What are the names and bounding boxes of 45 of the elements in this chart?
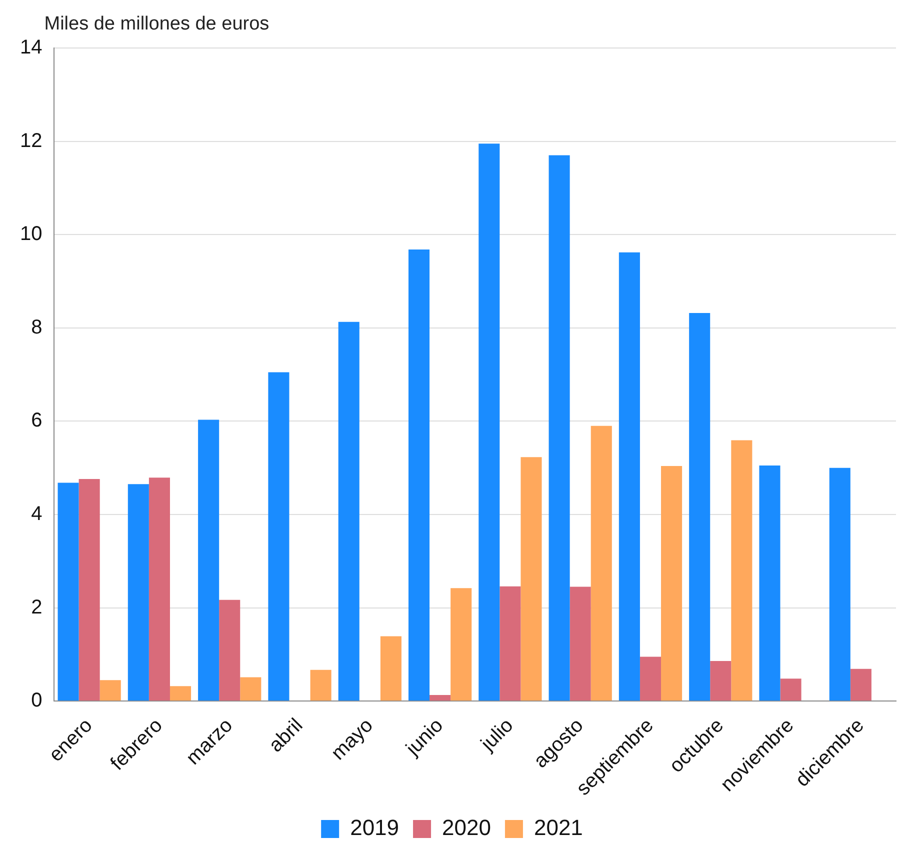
bar xyxy=(478,144,500,701)
bar xyxy=(850,668,872,701)
bar xyxy=(338,322,360,701)
bar xyxy=(268,372,290,701)
bar xyxy=(408,250,430,701)
y-tick-label: 4 xyxy=(31,502,42,525)
bar xyxy=(198,420,220,701)
bar xyxy=(590,426,612,701)
bar xyxy=(58,482,79,701)
x-tick-label: julio xyxy=(476,714,518,756)
bar xyxy=(148,478,170,701)
bar xyxy=(170,686,192,701)
bar xyxy=(640,656,662,701)
y-tick-label: 14 xyxy=(20,36,42,59)
bar xyxy=(450,588,472,701)
bar xyxy=(570,586,591,701)
bar xyxy=(430,695,451,701)
bar xyxy=(548,155,570,701)
bar xyxy=(500,586,521,701)
y-tick-label: 6 xyxy=(31,410,42,432)
legend-label: 2021 xyxy=(534,815,583,840)
bar xyxy=(240,677,262,701)
bar xyxy=(661,466,682,701)
y-tick-label: 12 xyxy=(20,130,42,152)
legend-label: 2019 xyxy=(350,815,400,840)
bar xyxy=(710,660,732,701)
legend-label: 2020 xyxy=(442,815,491,840)
y-axis-title: Miles de millones de euros xyxy=(44,14,270,35)
bar xyxy=(618,252,640,701)
y-tick-label: 2 xyxy=(31,596,42,618)
bar xyxy=(128,484,149,701)
y-tick-label: 0 xyxy=(31,690,42,712)
bar xyxy=(780,678,802,701)
bar xyxy=(100,680,121,701)
bar xyxy=(310,670,332,701)
bar xyxy=(829,468,850,701)
bar xyxy=(759,466,780,701)
bar xyxy=(78,479,100,701)
bar xyxy=(380,636,402,701)
y-tick-label: 8 xyxy=(31,316,42,338)
bar xyxy=(219,600,240,701)
bar xyxy=(731,440,752,701)
bar xyxy=(689,312,710,701)
y-tick-label: 10 xyxy=(20,223,42,246)
bar xyxy=(520,457,542,701)
